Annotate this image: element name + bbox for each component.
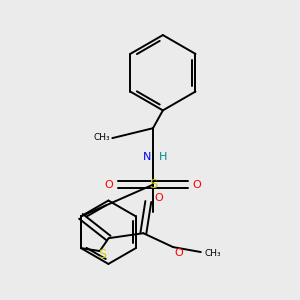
Text: O: O — [193, 180, 201, 190]
Text: S: S — [98, 248, 106, 262]
Text: O: O — [174, 248, 183, 258]
Text: O: O — [105, 180, 113, 190]
Text: N: N — [143, 152, 151, 162]
Text: CH₃: CH₃ — [94, 134, 110, 142]
Text: CH₃: CH₃ — [205, 248, 222, 257]
Text: S: S — [149, 178, 157, 191]
Text: H: H — [159, 152, 167, 162]
Text: O: O — [154, 193, 163, 203]
